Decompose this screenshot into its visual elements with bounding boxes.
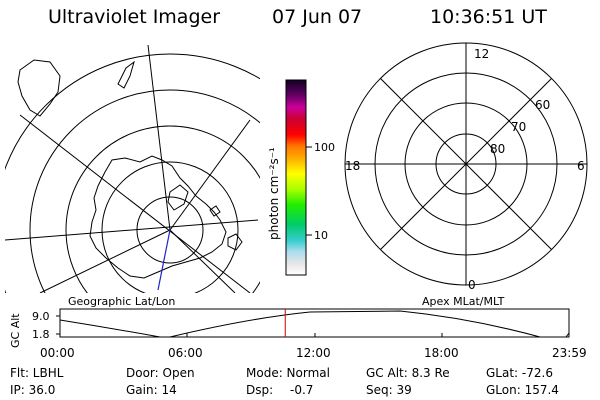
- magnetic-meridian-line: [157, 229, 171, 291]
- right-panel-caption: Apex MLat/MLT: [422, 295, 505, 308]
- altitude-curve: [59, 310, 570, 338]
- longitude-line: [39, 229, 171, 293]
- longitude-line: [169, 119, 251, 231]
- timeline-ytick-label: 9.0: [32, 310, 50, 323]
- dsp-label: Dsp:: [246, 383, 274, 397]
- mlt-label-12: 12: [474, 47, 489, 61]
- colorbar-tick-label: 10: [314, 229, 328, 242]
- filter-info: Flt: LBHL: [10, 366, 64, 380]
- lat-label-70: 70: [511, 120, 526, 134]
- longitude-line: [19, 114, 251, 293]
- geographic-map: [5, 44, 260, 293]
- coastline: [117, 60, 135, 89]
- time-label: 10:36:51 UT: [430, 6, 547, 28]
- timeline-xtick-label: 06:00: [168, 346, 203, 360]
- longitude-line: [5, 219, 259, 241]
- coastline: [17, 59, 61, 117]
- mlt-label-18: 18: [345, 159, 360, 173]
- polar-plot: [344, 42, 588, 286]
- polar-axis: [380, 78, 552, 250]
- latitude-circle: [65, 125, 260, 293]
- timeline-ticks: [56, 315, 443, 337]
- glat-info: GLat: -72.6: [486, 366, 553, 380]
- timeline-ylabel: GC Alt: [9, 313, 22, 348]
- seq-info: Seq: 39: [366, 383, 412, 397]
- latitude-circle: [5, 53, 260, 293]
- door-info: Door: Open: [126, 366, 195, 380]
- lat-label-60: 60: [535, 98, 550, 112]
- gc-alt-info: GC Alt: 8.3 Re: [366, 366, 450, 380]
- date-label: 07 Jun 07: [272, 6, 363, 28]
- mlt-label-6: 6: [577, 159, 585, 173]
- timeline-xtick-label: 18:00: [424, 346, 459, 360]
- longitude-line: [147, 44, 171, 231]
- mode-info: Mode: Normal: [246, 366, 330, 380]
- coastline: [227, 233, 243, 251]
- latitude-circle: [29, 89, 260, 293]
- colorbar: [285, 79, 307, 276]
- left-panel-caption: Geographic Lat/Lon: [68, 295, 175, 308]
- glon-info: GLon: 157.4: [486, 383, 559, 397]
- mlt-label-0: 0: [468, 278, 476, 292]
- latitude-circle: [101, 161, 239, 293]
- timeline-xtick-label: 23:59: [552, 346, 587, 360]
- longitude-line: [169, 229, 236, 293]
- timeline-xtick-label: 00:00: [40, 346, 75, 360]
- dsp-value: -0.7: [290, 383, 314, 397]
- gain-info: Gain: 14: [126, 383, 177, 397]
- app-title: Ultraviolet Imager: [48, 6, 221, 28]
- ip-info: IP: 36.0: [10, 383, 56, 397]
- timeline-ytick-label: 1.8: [32, 328, 50, 341]
- colorbar-unit-label: photon cm⁻²s⁻¹: [267, 147, 281, 240]
- coastline: [89, 155, 227, 279]
- coastline: [209, 205, 221, 217]
- timeline-xtick-label: 12:00: [296, 346, 331, 360]
- colorbar-tick-label: 100: [314, 141, 335, 154]
- lat-label-80: 80: [490, 142, 505, 156]
- coastline: [167, 184, 189, 211]
